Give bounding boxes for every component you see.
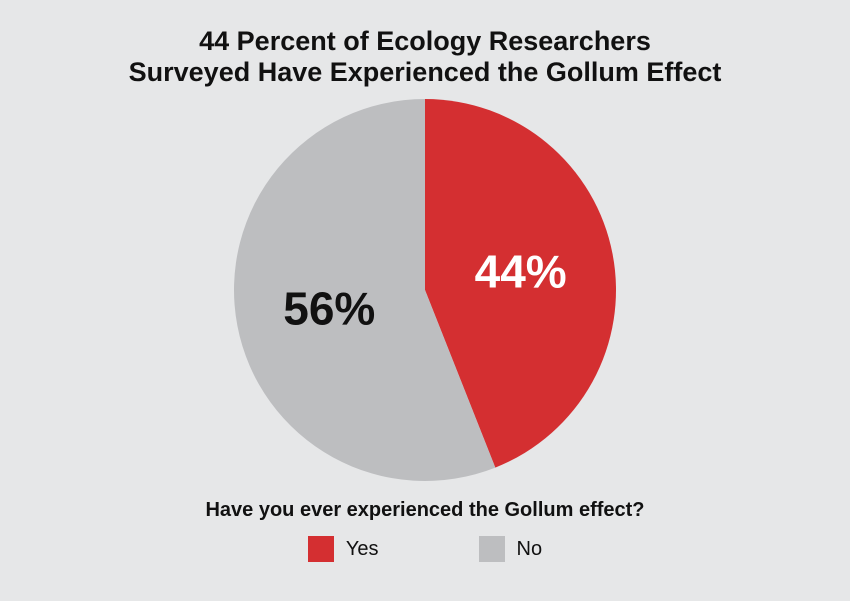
chart-question: Have you ever experienced the Gollum eff… xyxy=(205,499,645,521)
chart-title: 44 Percent of Ecology Researchers Survey… xyxy=(0,26,850,88)
legend: Yes No xyxy=(0,536,850,562)
chart-title-line-2: Surveyed Have Experienced the Gollum Eff… xyxy=(128,57,722,87)
pie-label-no: 56% xyxy=(283,282,375,334)
legend-label-no: No xyxy=(516,537,543,560)
chart-title-line-1: 44 Percent of Ecology Researchers xyxy=(199,26,651,56)
pie-slice-yes xyxy=(425,99,616,468)
pie-slice-no xyxy=(233,99,496,481)
legend-item-no: No xyxy=(478,536,543,562)
legend-label-yes: Yes xyxy=(345,537,379,560)
legend-item-yes: Yes xyxy=(307,536,379,562)
pie-label-yes: 44% xyxy=(475,246,567,298)
legend-swatch-no xyxy=(478,536,505,562)
legend-swatch-yes xyxy=(307,536,334,562)
